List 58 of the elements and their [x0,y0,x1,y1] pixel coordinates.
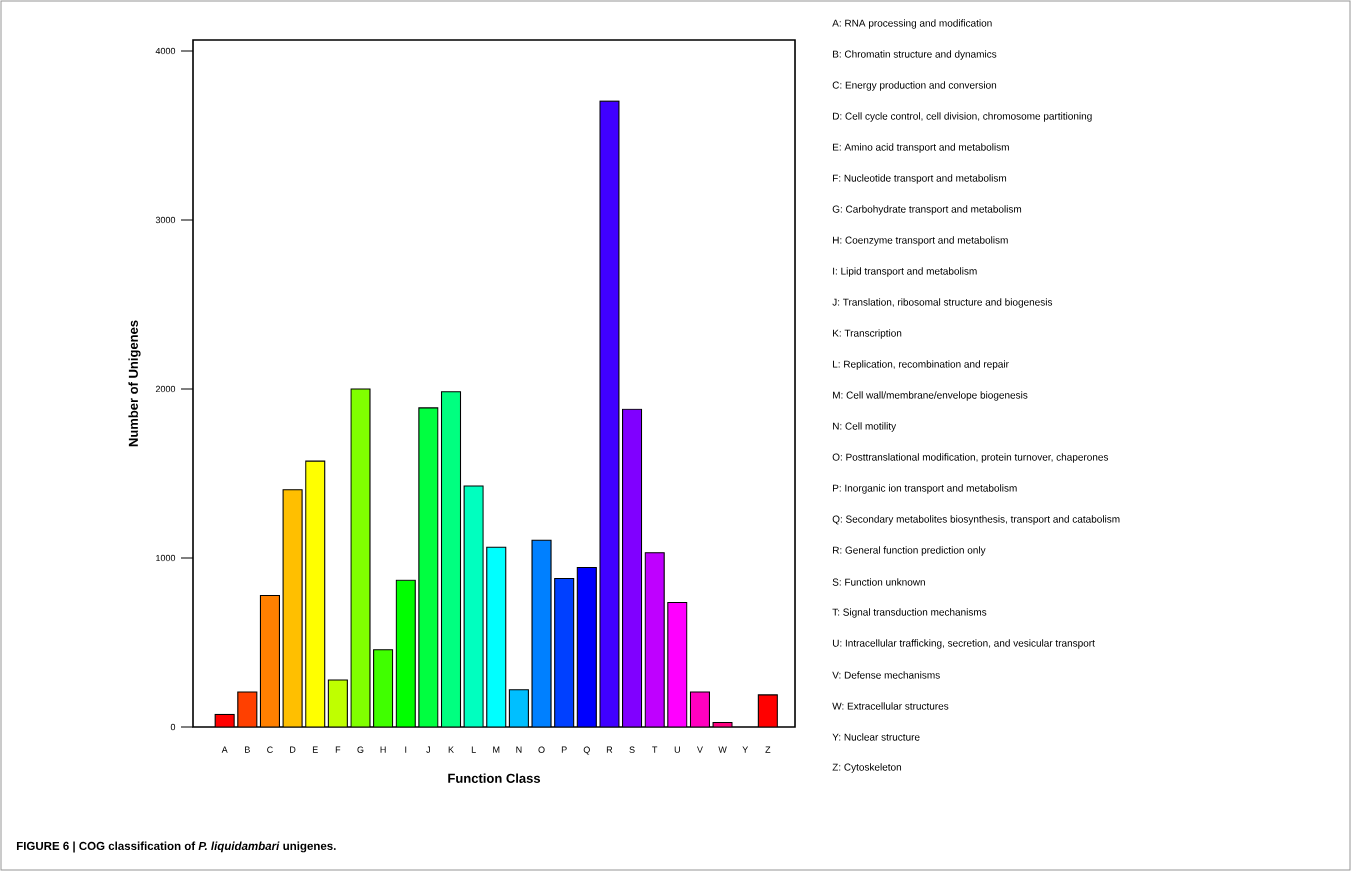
y-tick-label: 4000 [155,47,176,55]
x-tick-label: E [312,746,318,753]
text: U: Intracellular trafficking, secretion, and vesicular transport [832,639,1095,649]
text: Y: Nuclear structure [832,733,920,741]
text: Q: Secondary metabolites biosynthesis, transport and catabolism [832,515,1120,525]
text: A: RNA processing and modification [832,19,992,29]
text: E: Amino acid transport and metabolism [833,143,1009,153]
text: G: Carbohydrate transport and metabolism [832,205,1022,215]
text: D: Cell cycle control, cell division, chromosome partitioning [833,112,1092,122]
x-tick-label: R [606,746,613,753]
caption: FIGURE 6 | COG classification of P. liquidambari unigenes. [16,841,336,853]
x-tick-label: S [629,746,635,753]
x-tick-label: I [405,746,407,753]
x-axis-title: Function Class [448,773,541,783]
y-axis-title: Number of Unigenes [128,320,141,447]
x-tick-label: C [267,746,273,753]
x-tick-label: Y [742,746,749,753]
x-tick-label: P [561,746,567,753]
text: W: Extracellular structures [832,702,949,710]
x-tick-label: J [426,746,430,753]
x-tick-label: Q [583,746,590,755]
y-tick-label: 2000 [155,385,176,393]
text: N: Cell motility [833,422,897,432]
x-tick-label: V [697,746,703,753]
text: V: Defense mechanisms [832,671,940,679]
text: O: Posttranslational modification, protein turnover, chaperones [832,453,1109,463]
text: C: Energy production and conversion [832,81,997,91]
x-tick-label: T [652,746,658,753]
text: I: Lipid transport and metabolism [833,267,977,277]
x-tick-label: M [493,746,500,753]
text: K: Transcription [833,329,902,339]
x-tick-label: A [221,746,228,753]
x-tick-label: D [290,746,296,753]
text: P: Inorganic ion transport and metabolism [833,484,1017,494]
text: Z: Cytoskeleton [832,763,902,773]
text: T: Signal transduction mechanisms [832,608,987,618]
text: B: Chromatin structure and dynamics [833,50,997,60]
x-tick-label: N [516,746,522,753]
y-tick-label: 1000 [156,554,176,562]
x-tick-label: B [245,746,250,753]
x-tick-label: F [335,746,341,753]
y-tick-label: 0 [170,723,176,731]
x-tick-label: Z [765,746,771,753]
text: F: Nucleotide transport and metabolism [833,174,1007,184]
x-tick-label: H [380,746,386,753]
text: J: Translation, ribosomal structure and biogenesis [832,298,1053,308]
text: M: Cell wall/membrane/envelope biogenesis [833,391,1028,401]
x-tick-label: G [357,746,364,753]
text: R: General function prediction only [833,546,986,556]
text: H: Coenzyme transport and metabolism [833,236,1008,246]
x-tick-label: O [538,746,545,753]
x-tick-label: L [471,746,476,753]
x-tick-label: U [674,746,680,753]
y-tick-label: 3000 [155,216,176,224]
x-tick-label: W [718,746,727,753]
text: L: Replication, recombination and repair [833,360,1009,370]
text: S: Function unknown [832,578,925,586]
x-tick-label: K [448,746,454,753]
